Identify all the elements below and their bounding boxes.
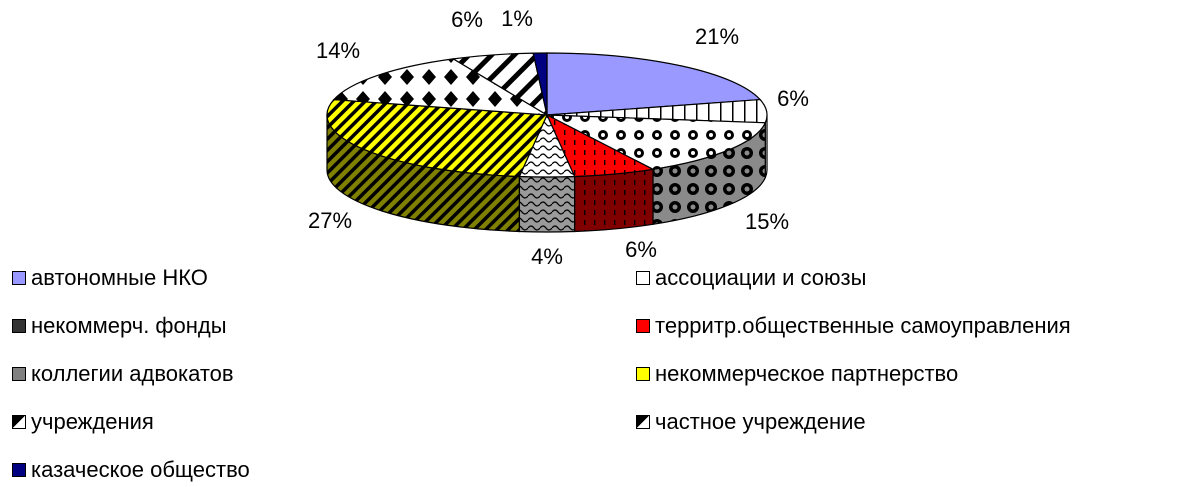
legend-swatch — [12, 271, 26, 285]
legend-swatch — [636, 415, 650, 429]
legend-label: территр.общественные самоуправления — [655, 313, 1071, 338]
legend-label: коллегии адвокатов — [31, 361, 234, 386]
legend-item: учреждения — [12, 409, 154, 435]
legend-item: территр.общественные самоуправления — [636, 313, 1071, 339]
data-label: 27% — [308, 208, 352, 233]
legend-item: автономные НКО — [12, 265, 208, 291]
legend-swatch — [12, 415, 26, 429]
data-label: 15% — [745, 209, 789, 234]
pie-slice-side — [518, 175, 576, 233]
pie-slice-side — [573, 168, 654, 233]
pie-slice — [546, 114, 767, 170]
data-label: 6% — [451, 7, 483, 32]
data-label: 6% — [777, 86, 809, 111]
legend-swatch — [12, 463, 26, 477]
legend-label: некоммерч. фонды — [31, 313, 227, 338]
pie-slices — [326, 52, 768, 233]
legend-item: частное учреждение — [636, 409, 866, 435]
legend-item: коллегии адвокатов — [12, 361, 234, 387]
legend-swatch — [636, 319, 650, 333]
data-label: 21% — [695, 24, 739, 49]
data-label: 6% — [625, 237, 657, 262]
legend-label: частное учреждение — [655, 409, 866, 434]
pie-slice — [532, 52, 548, 116]
legend-label: учреждения — [31, 409, 154, 434]
data-labels: 21% 6% 15% 6% 4% 27% 14% 6% 1% — [308, 6, 809, 269]
legend-item: ассоциации и союзы — [636, 265, 866, 291]
legend-swatch — [636, 271, 650, 285]
data-label: 1% — [501, 6, 533, 31]
legend-swatch — [636, 367, 650, 381]
legend-item: некоммерческое партнерство — [636, 361, 958, 387]
legend-item: казаческое общество — [12, 457, 250, 483]
legend-label: некоммерческое партнерство — [655, 361, 959, 386]
pie-slice — [326, 98, 548, 178]
legend-item: некоммерч. фонды — [12, 313, 227, 339]
data-label: 14% — [316, 38, 360, 63]
pie-slice — [546, 52, 762, 116]
pie-slice — [332, 58, 548, 116]
legend-label: ассоциации и союзы — [655, 265, 867, 290]
data-label: 4% — [531, 244, 563, 269]
legend-swatch — [12, 367, 26, 381]
legend-label: казаческое общество — [31, 457, 250, 482]
legend-label: автономные НКО — [31, 265, 208, 290]
legend-swatch — [12, 319, 26, 333]
